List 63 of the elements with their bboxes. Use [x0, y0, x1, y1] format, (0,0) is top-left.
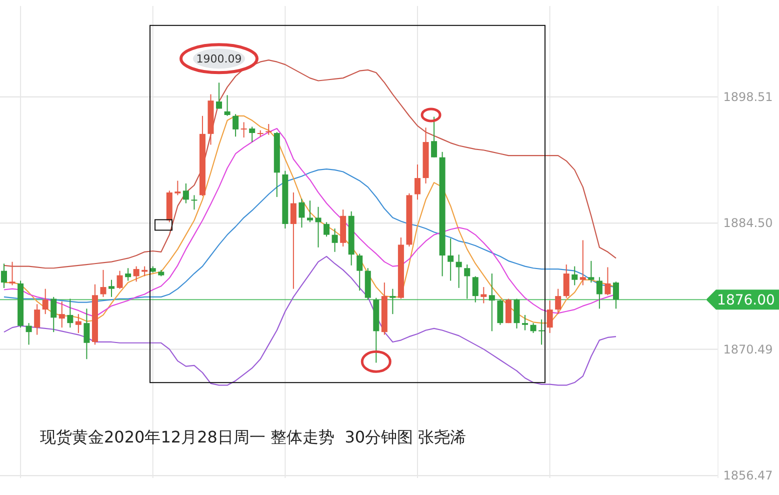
candlestick — [514, 298, 520, 329]
candlestick — [505, 298, 512, 324]
line-series — [3, 256, 617, 386]
annotation: 1900.09 — [196, 52, 242, 66]
y-tick-label: 1870.49 — [723, 342, 773, 356]
candlestick — [464, 264, 470, 300]
candlestick — [67, 298, 74, 328]
candlestick — [125, 268, 132, 282]
ref-line-label: 1876.00 — [717, 292, 775, 309]
candlestick — [522, 314, 528, 331]
candlestick — [9, 261, 16, 286]
candlestick — [290, 192, 296, 290]
candlestick — [390, 288, 396, 315]
annotation: 现货黄金2020年12月28日周一 整体走势 30分钟图 张尧浠 — [40, 428, 466, 447]
candlestick — [414, 164, 420, 200]
candlestick — [224, 94, 230, 116]
candlestick — [50, 296, 57, 333]
candlestick — [116, 270, 123, 290]
candlestick — [332, 228, 338, 252]
candlestick — [240, 122, 247, 138]
candlestick — [488, 273, 495, 332]
candlestick — [84, 308, 90, 360]
candlestick — [456, 254, 462, 288]
candlestick — [472, 276, 478, 303]
candlestick — [546, 300, 553, 334]
candlestick — [324, 222, 330, 238]
y-tick-label: 1856.47 — [723, 468, 773, 483]
candlestick — [232, 114, 239, 138]
candlestick — [42, 288, 48, 315]
candlestick — [298, 198, 305, 228]
candlestick — [216, 82, 222, 110]
candlestick — [538, 318, 545, 346]
candlestick — [572, 266, 578, 286]
candlestick — [497, 299, 504, 326]
candlestick — [108, 279, 115, 298]
candlestick — [191, 194, 198, 210]
y-tick-label: 1898.51 — [723, 90, 773, 104]
candlestick — [100, 269, 106, 298]
candlestick — [356, 253, 363, 292]
y-tick-label: 1884.50 — [723, 216, 773, 230]
candlestick — [306, 200, 313, 223]
candlestick — [133, 266, 140, 282]
candlestick — [249, 126, 256, 143]
candlestick — [266, 124, 272, 136]
candlestick — [182, 182, 189, 204]
candlestick — [431, 116, 438, 158]
candlestick — [563, 264, 570, 298]
candlestick — [604, 266, 611, 296]
candlestick — [530, 322, 536, 334]
candlestick — [75, 314, 82, 334]
candlestick — [588, 260, 594, 284]
candlestick — [315, 206, 322, 248]
candlestick — [34, 304, 40, 336]
candlestick — [1, 263, 7, 288]
candlestick — [480, 286, 487, 304]
candlestick — [26, 322, 32, 346]
candlestick — [174, 180, 181, 196]
candlestick — [612, 281, 619, 310]
candlestick — [580, 240, 586, 286]
candlestick — [448, 238, 454, 282]
candlestick — [596, 276, 602, 310]
candlestick — [58, 300, 65, 328]
candlestick — [555, 288, 562, 315]
